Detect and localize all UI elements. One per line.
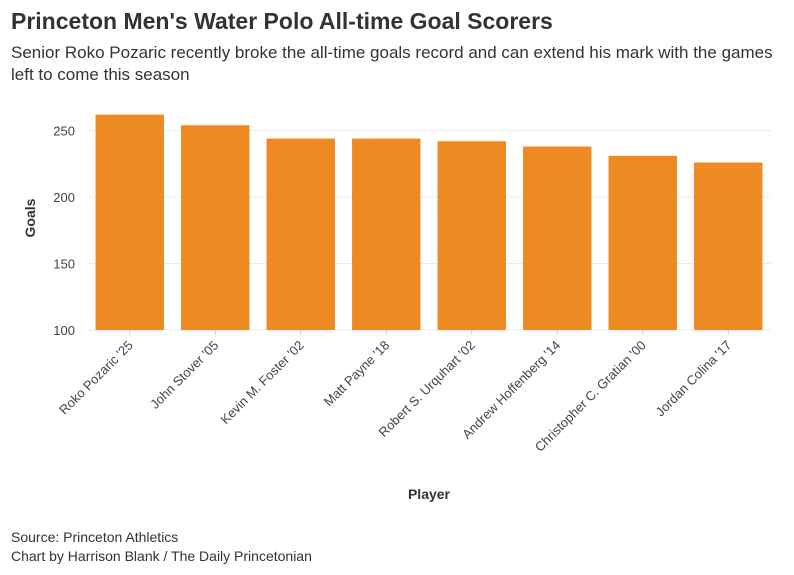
x-tick-label-2: Kevin M. Foster '02: [217, 338, 307, 428]
bar-5: [523, 146, 592, 330]
y-tick-label-150: 150: [53, 257, 75, 272]
bar-7: [694, 162, 763, 330]
x-axis-title: Player: [408, 486, 451, 502]
x-tick-label-3: Matt Payne '18: [321, 338, 393, 410]
bar-3: [352, 138, 421, 330]
y-tick-label-200: 200: [53, 190, 75, 205]
y-axis-title: Goals: [22, 198, 38, 237]
bar-2: [266, 138, 335, 330]
bar-4: [437, 141, 506, 330]
x-tick-label-0: Roko Pozaric '25: [56, 338, 136, 418]
y-tick-label-250: 250: [53, 124, 75, 139]
y-axis-ticks: 100 150 200 250: [53, 124, 75, 338]
bar-0: [95, 114, 164, 331]
bar-chart: 100 150 200 250 Roko Pozaric '25 John Stover…: [22, 114, 771, 502]
bar-6: [608, 155, 677, 330]
bar-1: [181, 125, 250, 330]
x-tick-label-5: Andrew Hoffenberg '14: [459, 338, 563, 442]
credit-note: Chart by Harrison Blank / The Daily Prin…: [11, 548, 312, 564]
y-tick-label-100: 100: [53, 323, 75, 338]
chart-title: Princeton Men's Water Polo All-time Goal…: [11, 8, 553, 34]
chart-subtitle: Senior Roko Pozaric recently broke the a…: [11, 43, 773, 84]
x-tick-label-7: Jordan Colina '17: [653, 338, 735, 420]
x-tick-label-1: John Stover '05: [147, 338, 221, 412]
footer: Source: Princeton Athletics Chart by Har…: [11, 528, 312, 566]
x-tick-label-4: Robert S. Urquhart '02: [376, 338, 478, 440]
source-note: Source: Princeton Athletics: [11, 529, 179, 545]
bars: [95, 114, 763, 331]
